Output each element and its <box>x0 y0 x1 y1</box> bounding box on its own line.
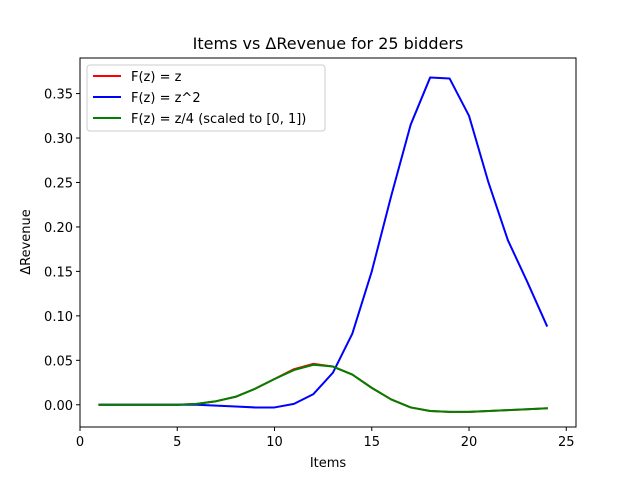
legend-label-1: F(z) = z <box>131 70 182 85</box>
legend-label-3: F(z) = z/4 (scaled to [0, 1]) <box>131 112 306 127</box>
legend-box <box>86 64 326 132</box>
y-tick-label: 0.25 <box>44 176 73 191</box>
y-tick-label: 0.15 <box>44 265 73 280</box>
y-tick-label: 0.00 <box>44 399 73 414</box>
y-axis: 0.00 0.05 0.10 0.15 0.20 0.25 0.30 0.35 <box>44 88 80 414</box>
series-line-3 <box>98 363 548 413</box>
legend: F(z) = z F(z) = z^2 F(z) = z/4 (scaled to … <box>86 64 326 132</box>
x-axis: 0 5 10 15 20 25 <box>76 427 575 450</box>
y-tick-label: 0.30 <box>44 132 73 147</box>
y-tick-label: 0.35 <box>44 88 73 103</box>
plot-area <box>79 57 577 428</box>
plot-frame <box>79 57 577 428</box>
y-tick-label: 0.10 <box>44 310 73 325</box>
x-tick-label: 20 <box>461 435 478 450</box>
legend-label-2: F(z) = z^2 <box>131 91 201 106</box>
x-tick-label: 0 <box>76 435 84 450</box>
x-tick-label: 15 <box>363 435 380 450</box>
x-tick-label: 25 <box>558 435 575 450</box>
series-layer <box>98 76 549 413</box>
x-axis-label: Items <box>310 456 347 471</box>
y-axis-label: ΔRevenue <box>19 209 34 275</box>
chart-title: Items vs ΔRevenue for 25 bidders <box>193 34 464 53</box>
x-tick-label: 10 <box>266 435 283 450</box>
y-tick-label: 0.05 <box>44 354 73 369</box>
y-tick-label: 0.20 <box>44 221 73 236</box>
x-tick-label: 5 <box>173 435 181 450</box>
